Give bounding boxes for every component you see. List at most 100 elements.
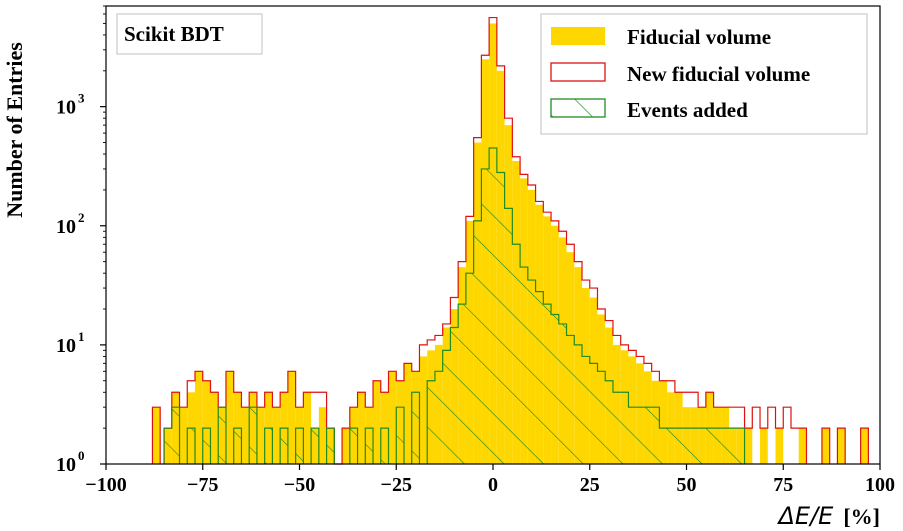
- hist-bin-1-79: [768, 407, 776, 464]
- hist-bin-0-26: [357, 392, 366, 464]
- hist-bin-2-54: [713, 428, 722, 464]
- hist-bin-2-31: [535, 291, 544, 464]
- plot-area: [151, 16, 869, 465]
- hist-bin-2-50: [682, 428, 691, 464]
- hist-bin-2-8: [280, 428, 288, 464]
- hist-bin-0-9: [225, 371, 234, 464]
- hist-bin-2-1: [171, 407, 180, 464]
- hist-bin-2-26: [496, 172, 505, 465]
- hist-bin-0-32: [403, 363, 412, 464]
- x-tick-label-0: −100: [85, 474, 126, 496]
- series-outline-added: [163, 147, 746, 464]
- hist-bin-0-3: [179, 407, 188, 464]
- hist-bin-2-46: [651, 407, 660, 464]
- legend-swatch-added: [550, 98, 606, 118]
- hist-bin-2-35: [566, 335, 575, 464]
- annotation-box: Scikit BDT: [116, 13, 263, 55]
- y-tick-exp-2: 2: [78, 210, 85, 225]
- hist-bin-2-27: [504, 208, 513, 464]
- hist-bin-2-12: [349, 428, 358, 464]
- x-tick-label-6: 50: [677, 474, 697, 496]
- annotation-text: Scikit BDT: [124, 22, 224, 46]
- hist-bin-2-45: [643, 407, 652, 464]
- hist-bin-0-81: [837, 428, 846, 464]
- hist-bin-2-42: [620, 392, 629, 464]
- hist-bin-2-47: [659, 428, 668, 464]
- hist-bin-2-49: [674, 428, 683, 464]
- hist-bin-2-0: [164, 428, 172, 464]
- x-axis: −100 −75 −50 −25 0 25 50 75 100: [85, 464, 895, 496]
- hist-bin-2-2: [187, 428, 196, 464]
- series-1: [151, 16, 869, 465]
- hist-bin-2-23: [473, 220, 482, 464]
- y-tick-exp-3: 3: [78, 91, 85, 106]
- hist-bin-2-9: [295, 428, 304, 464]
- hist-bin-2-18: [434, 371, 443, 464]
- hist-bin-0-21: [318, 407, 327, 464]
- hist-bin-2-36: [574, 344, 583, 464]
- hist-bin-2-30: [527, 280, 536, 464]
- hist-bin-2-19: [442, 350, 451, 464]
- hist-bin-2-25: [489, 147, 497, 465]
- hist-bin-0-80: [821, 428, 830, 464]
- hist-bin-0-7: [210, 392, 219, 464]
- y-axis-label: Number of Entries: [2, 42, 27, 218]
- legend: Fiducial volume New fiducial volume Even…: [540, 13, 868, 135]
- legend-label-added: Events added: [627, 98, 748, 122]
- hist-bin-0-65: [659, 380, 668, 464]
- hist-bin-1-81: [783, 407, 791, 464]
- legend-swatch-new-fiducial: [550, 62, 606, 82]
- hist-bin-2-20: [450, 327, 459, 464]
- hist-bin-2-15: [396, 407, 404, 464]
- hist-bin-2-32: [543, 304, 552, 464]
- y-tick-exp-1: 1: [78, 329, 85, 344]
- hist-bin-0-24: [342, 428, 350, 464]
- hist-bin-2-29: [520, 267, 528, 464]
- hist-bin-2-37: [582, 356, 590, 464]
- series-outline-new-fiducial: [151, 16, 869, 465]
- x-tick-label-3: −25: [381, 474, 412, 496]
- hist-bin-2-21: [458, 304, 466, 464]
- hist-bin-2-40: [605, 380, 613, 464]
- y-tick-label-2: 10: [56, 216, 76, 238]
- x-tick-label-5: 25: [580, 474, 600, 496]
- hist-bin-0-5: [195, 371, 203, 464]
- hist-bin-2-22: [465, 273, 474, 464]
- hist-bin-2-33: [551, 314, 559, 464]
- y-tick-exp-0: 0: [78, 448, 85, 463]
- hist-bin-2-28: [512, 244, 521, 464]
- hist-bin-1-77: [752, 407, 760, 464]
- y-tick-label-0: 10: [56, 454, 76, 476]
- hist-bin-0-76: [744, 428, 753, 464]
- hist-bin-2-43: [628, 407, 637, 464]
- hist-bin-0-19: [303, 392, 312, 464]
- hist-bin-2-7: [264, 428, 273, 464]
- legend-label-fiducial: Fiducial volume: [627, 25, 771, 49]
- x-tick-label-2: −50: [284, 474, 315, 496]
- hist-bin-2-55: [721, 428, 730, 464]
- x-tick-label-1: −75: [187, 474, 218, 496]
- hist-bin-1-82: [791, 428, 799, 464]
- hist-bin-2-6: [249, 407, 257, 464]
- hist-bin-2-38: [589, 363, 598, 464]
- hist-bin-2-39: [597, 371, 606, 464]
- x-axis-label-unit: [%]: [843, 504, 880, 529]
- hist-bin-2-52: [698, 428, 706, 464]
- hist-bin-2-13: [365, 428, 374, 464]
- hist-bin-2-48: [667, 428, 675, 464]
- x-axis-label: ΔE/E [%]: [777, 502, 881, 530]
- hist-bin-2-24: [481, 168, 490, 464]
- hist-bin-2-4: [218, 407, 226, 464]
- hist-bin-0-0: [152, 407, 161, 464]
- series-2: [163, 147, 746, 465]
- hist-bin-0-30: [388, 371, 397, 464]
- y-tick-label-1: 10: [56, 335, 76, 357]
- hist-bin-0-78: [775, 428, 784, 464]
- hist-bin-0-15: [272, 407, 281, 464]
- hist-bin-2-17: [427, 380, 435, 464]
- hist-bin-0-82: [860, 428, 869, 464]
- hist-bin-2-34: [558, 323, 567, 464]
- legend-swatch-fiducial: [551, 27, 605, 45]
